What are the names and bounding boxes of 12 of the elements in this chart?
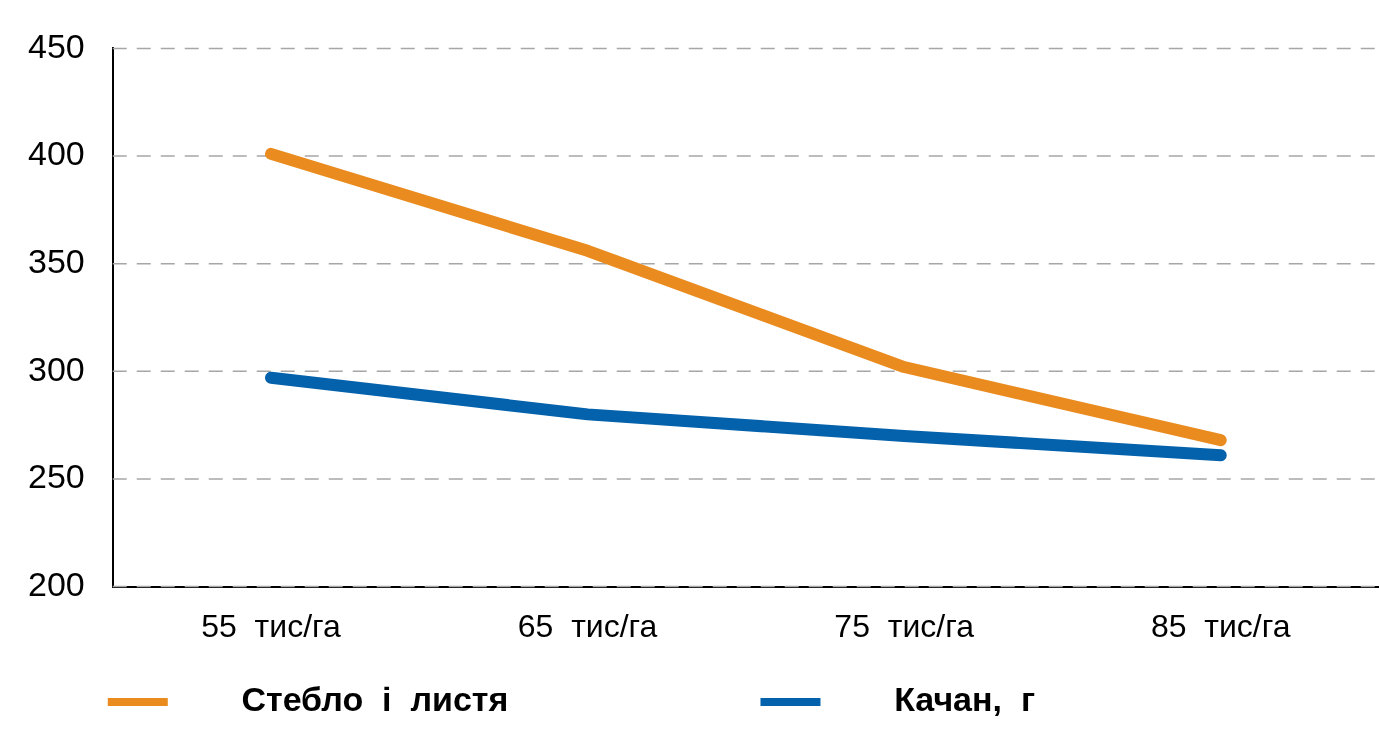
y-tick-label: 350 [27, 242, 85, 281]
legend-label: Стебло і листя [184, 680, 745, 719]
y-tick-label: 450 [27, 26, 85, 65]
y-tick-label: 300 [27, 349, 85, 388]
x-tick-label: 85 тис/га [1150, 607, 1291, 644]
legend-label: Качан, г [837, 680, 1272, 719]
x-tick-label: 65 тис/га [517, 607, 658, 644]
y-tick-label: 200 [27, 564, 85, 603]
y-tick-label: 400 [27, 134, 85, 173]
x-tick-label: 55 тис/га [201, 607, 341, 644]
y-tick-label: 250 [27, 457, 85, 496]
x-tick-label: 75 тис/га [834, 607, 975, 644]
